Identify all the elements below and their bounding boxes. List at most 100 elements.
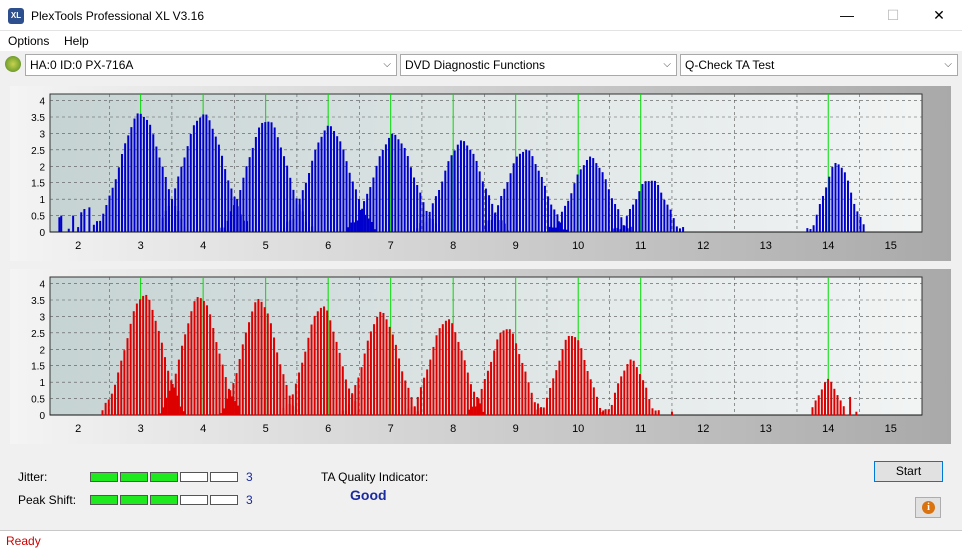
data-bar [843, 172, 846, 232]
data-bar [236, 199, 239, 232]
data-bar [394, 344, 397, 415]
data-bar [644, 181, 647, 232]
data-bar [622, 225, 625, 232]
data-bar [323, 130, 326, 232]
data-bar [626, 364, 629, 415]
data-bar [177, 176, 180, 232]
data-bar [617, 383, 620, 415]
start-button[interactable]: Start [874, 461, 943, 482]
x-tick-label: 12 [697, 423, 709, 435]
data-bar [226, 398, 229, 415]
data-bar [859, 216, 862, 232]
data-bar [264, 122, 267, 232]
data-bar [625, 216, 628, 232]
menu-help[interactable]: Help [64, 34, 89, 48]
data-bar [853, 203, 856, 232]
data-bar [419, 387, 422, 415]
data-bar [506, 182, 509, 232]
data-bar [678, 228, 681, 232]
data-bar [332, 331, 335, 415]
data-bar [540, 176, 543, 232]
data-bar [478, 171, 481, 232]
data-bar [114, 384, 117, 415]
data-bar [72, 215, 75, 232]
data-bar [837, 164, 840, 232]
data-bar [276, 352, 279, 415]
data-bar [231, 396, 234, 415]
minimize-button[interactable]: — [840, 7, 854, 23]
data-bar [482, 411, 485, 415]
data-bar [375, 165, 378, 232]
status-bar: Ready [0, 530, 962, 551]
data-bar [301, 362, 304, 415]
data-bar [254, 302, 257, 415]
close-button[interactable]: ✕ [933, 7, 945, 23]
data-bar [549, 387, 552, 415]
data-bar [369, 331, 372, 415]
x-tick-label: 6 [325, 240, 331, 252]
data-bar [208, 120, 211, 232]
data-bar [129, 323, 132, 415]
drive-select[interactable]: HA:0 ID:0 PX-716A ⌵ [25, 54, 397, 76]
data-bar [616, 227, 619, 232]
data-bar [657, 184, 660, 232]
y-tick-label: 3 [39, 129, 45, 140]
data-bar [114, 179, 117, 232]
plot-area [49, 276, 923, 416]
maximize-button[interactable]: ☐ [886, 7, 900, 23]
data-bar [617, 209, 620, 232]
data-bar [212, 328, 215, 415]
data-bar [670, 411, 673, 415]
data-bar [610, 198, 613, 232]
data-bar [410, 406, 413, 415]
data-bar [425, 221, 428, 232]
data-bar [459, 140, 462, 232]
data-bar [288, 403, 291, 415]
data-bar [839, 400, 842, 415]
data-bar [827, 378, 830, 415]
data-bar [173, 387, 176, 415]
data-bar [547, 196, 550, 232]
menu-options[interactable]: Options [8, 34, 50, 48]
data-bar [373, 324, 376, 415]
data-bar [104, 402, 107, 415]
info-button[interactable]: i [915, 497, 941, 518]
data-bar [344, 410, 347, 415]
data-bar [426, 369, 429, 415]
data-bar [127, 135, 130, 232]
data-bar [260, 301, 263, 415]
data-bar [301, 190, 304, 232]
data-bar [348, 388, 351, 415]
data-bar [576, 174, 579, 232]
data-bar [486, 370, 489, 415]
data-bar [229, 390, 232, 415]
data-bar [619, 229, 622, 232]
data-bar [862, 224, 865, 232]
function-select[interactable]: DVD Diagnostic Functions ⌵ [400, 54, 677, 76]
data-bar [551, 227, 554, 232]
x-tick-label: 8 [450, 423, 456, 435]
data-bar [425, 210, 428, 232]
data-bar [164, 210, 167, 232]
test-select[interactable]: Q-Check TA Test ⌵ [680, 54, 958, 76]
data-bar [531, 156, 534, 232]
data-bar [451, 323, 454, 415]
data-bar [360, 367, 363, 415]
data-bar [521, 362, 524, 415]
data-bar [189, 133, 192, 232]
data-bar [217, 144, 220, 232]
x-tick-label: 10 [572, 423, 584, 435]
data-bar [351, 181, 354, 232]
y-tick-label: 2 [39, 345, 45, 356]
x-tick-label: 15 [885, 423, 897, 435]
x-tick-label: 13 [760, 423, 772, 435]
data-bar [477, 398, 480, 415]
data-bar [604, 179, 607, 232]
data-bar [651, 408, 654, 415]
data-bar [80, 212, 83, 232]
data-bar [438, 189, 441, 232]
data-bar [654, 410, 657, 415]
data-bar [279, 147, 282, 232]
data-bar [363, 201, 366, 232]
data-bar [814, 400, 817, 415]
